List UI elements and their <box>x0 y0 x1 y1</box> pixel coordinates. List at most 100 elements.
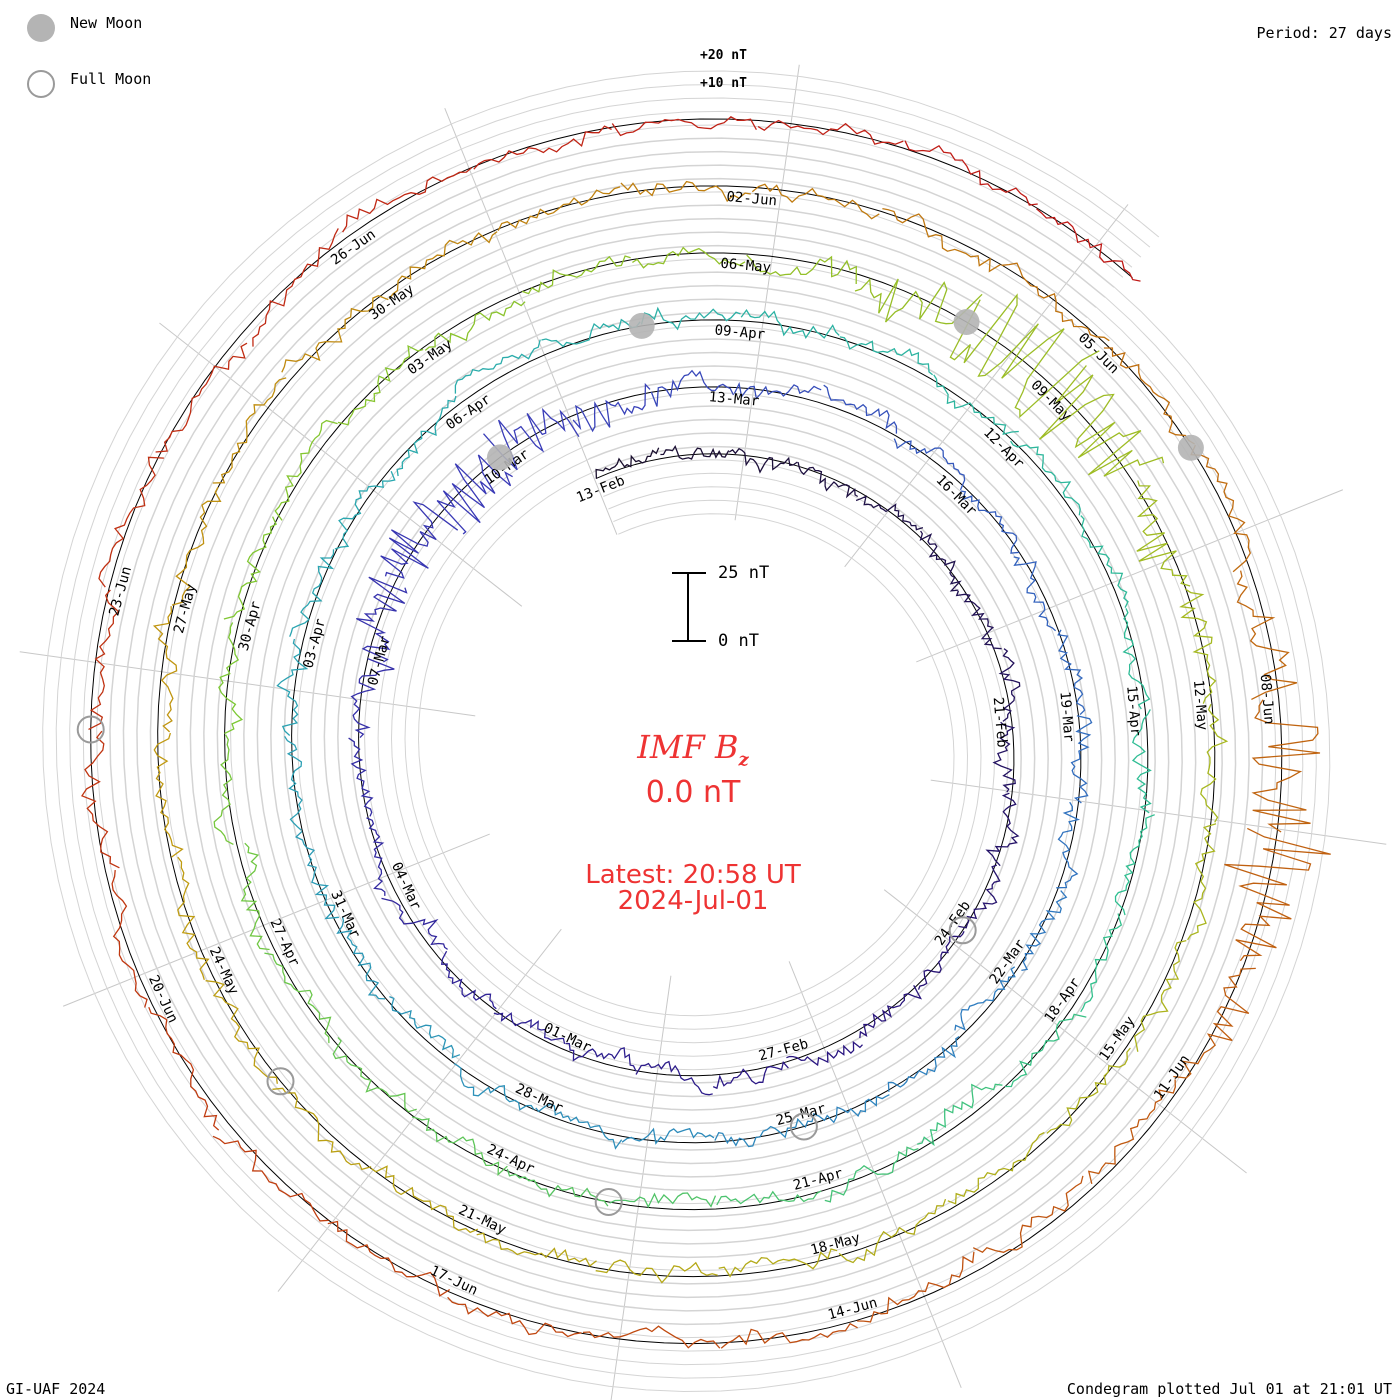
bz-trace-segment <box>535 1103 623 1150</box>
bz-trace-segment <box>972 1175 1084 1253</box>
new-moon-marker <box>1177 434 1204 461</box>
bz-trace-segment <box>152 606 178 733</box>
bz-trace-segment <box>389 995 461 1059</box>
bz-trace-segment <box>823 384 898 434</box>
bz-trace-segment <box>153 732 184 858</box>
bz-trace-segment <box>336 916 386 1000</box>
grid-ring <box>69 97 1304 1366</box>
bz-trace-segment <box>565 1042 637 1072</box>
bz-trace-segment <box>716 1190 822 1206</box>
bz-trace-segment <box>447 1296 582 1338</box>
bz-trace-segment <box>171 486 222 606</box>
bz-trace-segment <box>289 549 335 637</box>
scale-bar-bottom-label: 0 nT <box>718 631 759 651</box>
bz-trace-segment <box>1103 347 1195 445</box>
bz-trace-segment <box>424 300 526 351</box>
bz-trace-segment <box>855 495 924 531</box>
grid-ring <box>42 70 1331 1393</box>
latest-time: Latest: 20:58 UT <box>585 860 801 890</box>
spiral-baseline <box>90 118 1283 1345</box>
grid-rings <box>42 70 1331 1393</box>
bz-trace-segment <box>572 382 651 433</box>
credit-label: GI-UAF 2024 <box>6 1380 106 1398</box>
radial-grid-line <box>734 64 800 521</box>
bz-trace-segment <box>276 638 309 736</box>
moon-markers <box>76 309 1204 1216</box>
bz-trace-segment <box>718 1248 838 1278</box>
bz-trace-segment <box>1173 967 1256 1079</box>
new-moon-legend-label: New Moon <box>70 14 143 32</box>
bz-trace-segment <box>904 140 1038 206</box>
bz-trace-segment <box>635 1060 713 1096</box>
bz-trace-segment <box>473 125 612 170</box>
bz-trace-segment <box>332 1036 417 1113</box>
bz-trace-segment <box>1039 365 1165 477</box>
chart-title: IMF Bz <box>0 728 1386 770</box>
bz-trace-segment <box>1224 827 1331 962</box>
date-label: 09-Apr <box>714 322 766 342</box>
bz-trace-segment <box>177 856 210 980</box>
full-moon-marker <box>789 1112 818 1141</box>
bz-trace-segment <box>660 444 730 460</box>
date-label: 27-May <box>171 582 200 635</box>
bz-trace-segment <box>582 1325 721 1349</box>
new-moon-marker <box>953 309 980 335</box>
bz-trace-segment <box>1010 440 1081 516</box>
bz-trace-segment <box>334 470 396 550</box>
bz-trace-segment <box>1133 939 1187 1052</box>
date-label: 21-Feb <box>990 697 1010 749</box>
bz-trace-segment <box>595 447 660 479</box>
bz-trace-segment <box>859 984 923 1039</box>
bz-trace-segment <box>804 1094 890 1128</box>
bz-trace-segment <box>497 186 621 231</box>
grid-ring <box>82 110 1290 1352</box>
bz-trace-segment <box>786 1040 863 1067</box>
date-label: 13-Mar <box>708 389 760 409</box>
date-label: 08-Jun <box>1257 673 1277 725</box>
bz-trace-segment <box>1114 814 1155 916</box>
bz-trace-segment <box>947 1131 1045 1205</box>
bz-trace-segment <box>621 1127 715 1145</box>
bz-trace-segment <box>284 735 303 831</box>
ring-label-plus10: +10 nT <box>700 76 747 91</box>
new-moon-marker <box>487 444 513 471</box>
bz-trace-segment <box>348 737 374 817</box>
bz-traces <box>81 116 1331 1349</box>
bz-trace-segment <box>954 966 1016 1031</box>
bz-trace-segment <box>370 1165 479 1234</box>
bz-trace-segment <box>712 1061 789 1090</box>
full-moon-marker <box>266 1067 295 1096</box>
bz-trace-segment <box>212 377 287 484</box>
bz-trace-segment <box>887 1035 960 1092</box>
full-moon-marker <box>594 1188 623 1216</box>
bz-trace-segment <box>839 336 934 376</box>
bz-trace-segment <box>213 734 234 845</box>
grid-ring <box>136 164 1236 1298</box>
period-label: Period: 27 days <box>1256 24 1392 42</box>
bz-trace-segment <box>294 830 339 920</box>
radial-grid-line <box>844 204 1129 568</box>
radial-grid-line <box>883 889 1247 1174</box>
date-label: 07-Mar <box>365 634 394 687</box>
bz-trace-segment <box>81 730 120 869</box>
bz-trace-segment <box>506 1168 609 1207</box>
bz-trace-segment <box>728 447 798 474</box>
bz-trace-segment <box>155 342 248 453</box>
bz-trace-segment <box>205 980 278 1084</box>
date-label: 19-Mar <box>1056 691 1076 743</box>
bz-trace-segment <box>797 462 859 499</box>
zero-baseline <box>90 118 1283 1345</box>
date-label: 18-Apr <box>1042 975 1084 1026</box>
bz-trace-segment <box>998 648 1021 722</box>
bz-trace-segment <box>521 255 631 295</box>
new-moon-icon <box>27 14 55 42</box>
bz-trace-segment <box>882 207 1001 273</box>
full-moon-icon <box>27 70 55 98</box>
bz-trace-segment <box>746 254 857 285</box>
bz-trace-segment <box>714 1117 805 1148</box>
bz-trace-segment <box>493 1012 566 1045</box>
bz-trace-segment <box>381 897 448 950</box>
date-label: 15-Apr <box>1123 685 1143 737</box>
grid-ring <box>55 83 1317 1379</box>
grid-ring <box>123 151 1250 1312</box>
